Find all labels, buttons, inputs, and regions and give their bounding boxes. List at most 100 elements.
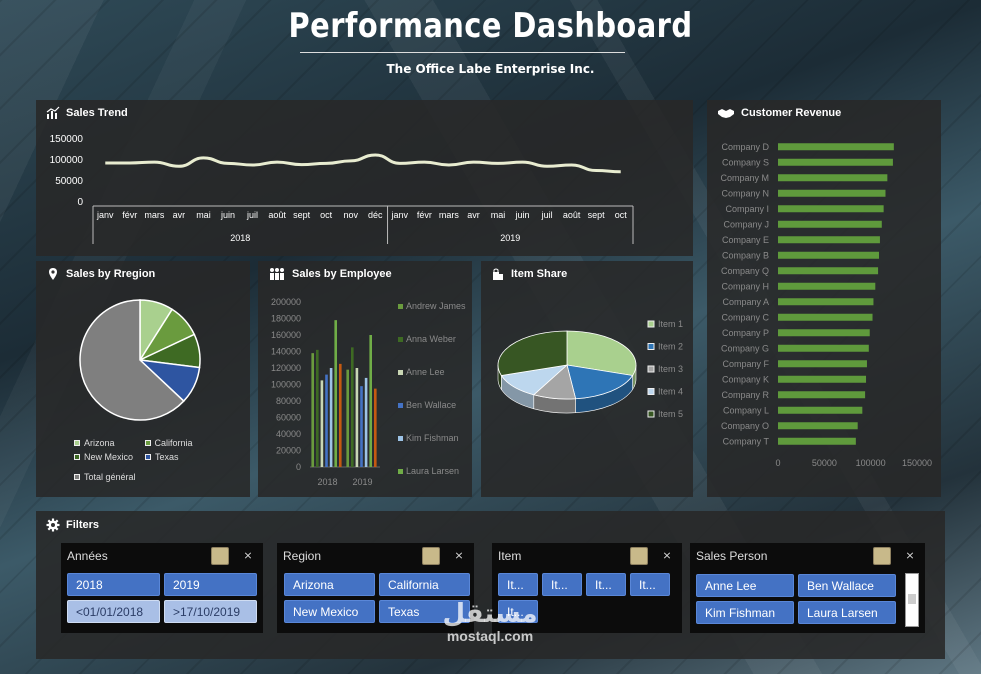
bar <box>778 298 874 306</box>
clear-filter-icon[interactable]: ⨯ <box>243 550 253 562</box>
slicer-item[interactable]: California <box>379 573 470 596</box>
map-pin-icon <box>46 267 60 281</box>
slicer-item[interactable]: New Mexico <box>284 600 375 623</box>
category-label: Company K <box>722 374 769 384</box>
slicer-item[interactable]: Texas <box>379 600 470 623</box>
y-tick-label: 40000 <box>276 429 301 439</box>
category-label: Company A <box>722 297 769 307</box>
group-label: 2019 <box>500 233 520 243</box>
slicer-scrollbar[interactable] <box>905 573 919 627</box>
sales-by-region-chart <box>79 299 201 421</box>
legend-item: Total général <box>74 472 244 482</box>
sales-by-employee-panel: Sales by Employee 200000 180000 160000 1400… <box>258 261 472 497</box>
bar <box>778 158 893 166</box>
slicer-header: Item <box>498 549 522 563</box>
multi-select-icon[interactable] <box>630 547 648 565</box>
bar <box>339 363 342 467</box>
slicer-region: Region ⨯ Arizona California New Mexico T… <box>277 543 474 633</box>
y-tick-label: 80000 <box>276 396 301 406</box>
legend-label: Total général <box>84 472 136 482</box>
category-label: Company P <box>722 328 769 338</box>
legend-label: Item 3 <box>658 364 683 374</box>
item-share-panel: Item Share Item 1 Item 2 Item 3 Item 4 Item … <box>481 261 693 497</box>
multi-select-icon[interactable] <box>211 547 229 565</box>
chart-icon <box>46 106 60 120</box>
bar <box>778 313 873 321</box>
legend-swatch <box>398 403 403 408</box>
slicer-item[interactable]: Arizona <box>284 573 375 596</box>
legend-swatch <box>398 304 403 309</box>
customer-revenue-panel: Customer Revenue Company D Company S Compa… <box>707 100 941 497</box>
group-label: 2018 <box>230 233 250 243</box>
bar <box>778 375 867 383</box>
clear-filter-icon[interactable]: ⨯ <box>662 550 672 562</box>
slicer-item[interactable]: 2018 <box>67 573 160 596</box>
slicer-controls: ⨯ <box>873 547 919 565</box>
slicer-item[interactable]: It... <box>498 600 538 623</box>
legend-swatch <box>74 454 80 460</box>
clear-filter-icon[interactable]: ⨯ <box>905 550 915 562</box>
legend-swatch <box>647 365 655 373</box>
watermark-latin: mostaql.com <box>446 628 534 644</box>
slicer-item[interactable]: Anne Lee <box>696 574 794 597</box>
x-tick-label: août <box>268 210 286 220</box>
slicer-controls: ⨯ <box>211 547 257 565</box>
pie-slice <box>79 299 185 421</box>
x-tick-label: 2019 <box>352 477 372 487</box>
slicer-item[interactable]: <01/01/2018 <box>67 600 160 623</box>
bar <box>346 369 349 467</box>
x-tick-label: févr <box>417 210 432 220</box>
category-label: Company I <box>725 204 769 214</box>
sales-by-region-panel: Sales by Rregion Arizona California New … <box>36 261 250 497</box>
watermark-arabic: مستقل <box>442 599 538 629</box>
category-label: Company M <box>720 173 769 183</box>
slicer-item[interactable]: It... <box>498 573 538 596</box>
scrollbar-thumb[interactable] <box>908 594 916 604</box>
bar <box>351 347 354 467</box>
x-tick-label: mai <box>196 210 211 220</box>
x-tick-label: déc <box>368 210 383 220</box>
sales-trend-title-text: Sales Trend <box>66 107 128 119</box>
bar <box>778 267 879 275</box>
bar <box>355 368 359 467</box>
x-tick-label: 2018 <box>317 477 337 487</box>
series-line <box>105 153 621 174</box>
category-label: Company C <box>721 312 769 322</box>
slicer-item[interactable]: It... <box>630 573 670 596</box>
multi-select-icon[interactable] <box>873 547 891 565</box>
legend-label: Item 4 <box>658 387 683 397</box>
slicer-item[interactable]: 2019 <box>164 573 257 596</box>
x-tick-label: oct <box>320 210 333 220</box>
slicer-item[interactable]: Kim Fishman <box>696 601 794 624</box>
slicer-controls: ⨯ <box>422 547 468 565</box>
category-label: Company T <box>723 436 770 446</box>
legend-label: California <box>154 438 193 448</box>
multi-select-icon[interactable] <box>422 547 440 565</box>
slicer-item[interactable]: It... <box>586 573 626 596</box>
bar <box>316 349 319 467</box>
legend-swatch <box>398 370 403 375</box>
slicer-item[interactable]: Ben Wallace <box>798 574 896 597</box>
pie-slice <box>566 364 634 400</box>
x-tick-label: avr <box>173 210 186 220</box>
pie-slice <box>566 330 637 376</box>
slicer-item[interactable]: >17/10/2019 <box>164 600 257 623</box>
bar <box>778 174 888 182</box>
slicer-item[interactable]: It... <box>542 573 582 596</box>
x-tick-label: sept <box>588 210 606 220</box>
legend-label: Item 5 <box>658 409 683 419</box>
category-label: Company R <box>721 390 769 400</box>
x-tick-label: juil <box>246 210 258 220</box>
legend-swatch <box>398 337 403 342</box>
slicer-item[interactable]: Laura Larsen <box>798 601 896 624</box>
y-tick-label: 0 <box>296 462 301 472</box>
clear-filter-icon[interactable]: ⨯ <box>454 550 464 562</box>
y-tick-label: 100000 <box>50 155 84 166</box>
y-tick-label: 140000 <box>271 347 301 357</box>
x-tick-label: mars <box>144 210 164 220</box>
bar <box>334 320 337 467</box>
legend-swatch <box>647 388 655 395</box>
bar <box>778 329 870 337</box>
legend-label: Texas <box>155 452 179 462</box>
sales-by-region-title-text: Sales by Rregion <box>66 268 156 280</box>
